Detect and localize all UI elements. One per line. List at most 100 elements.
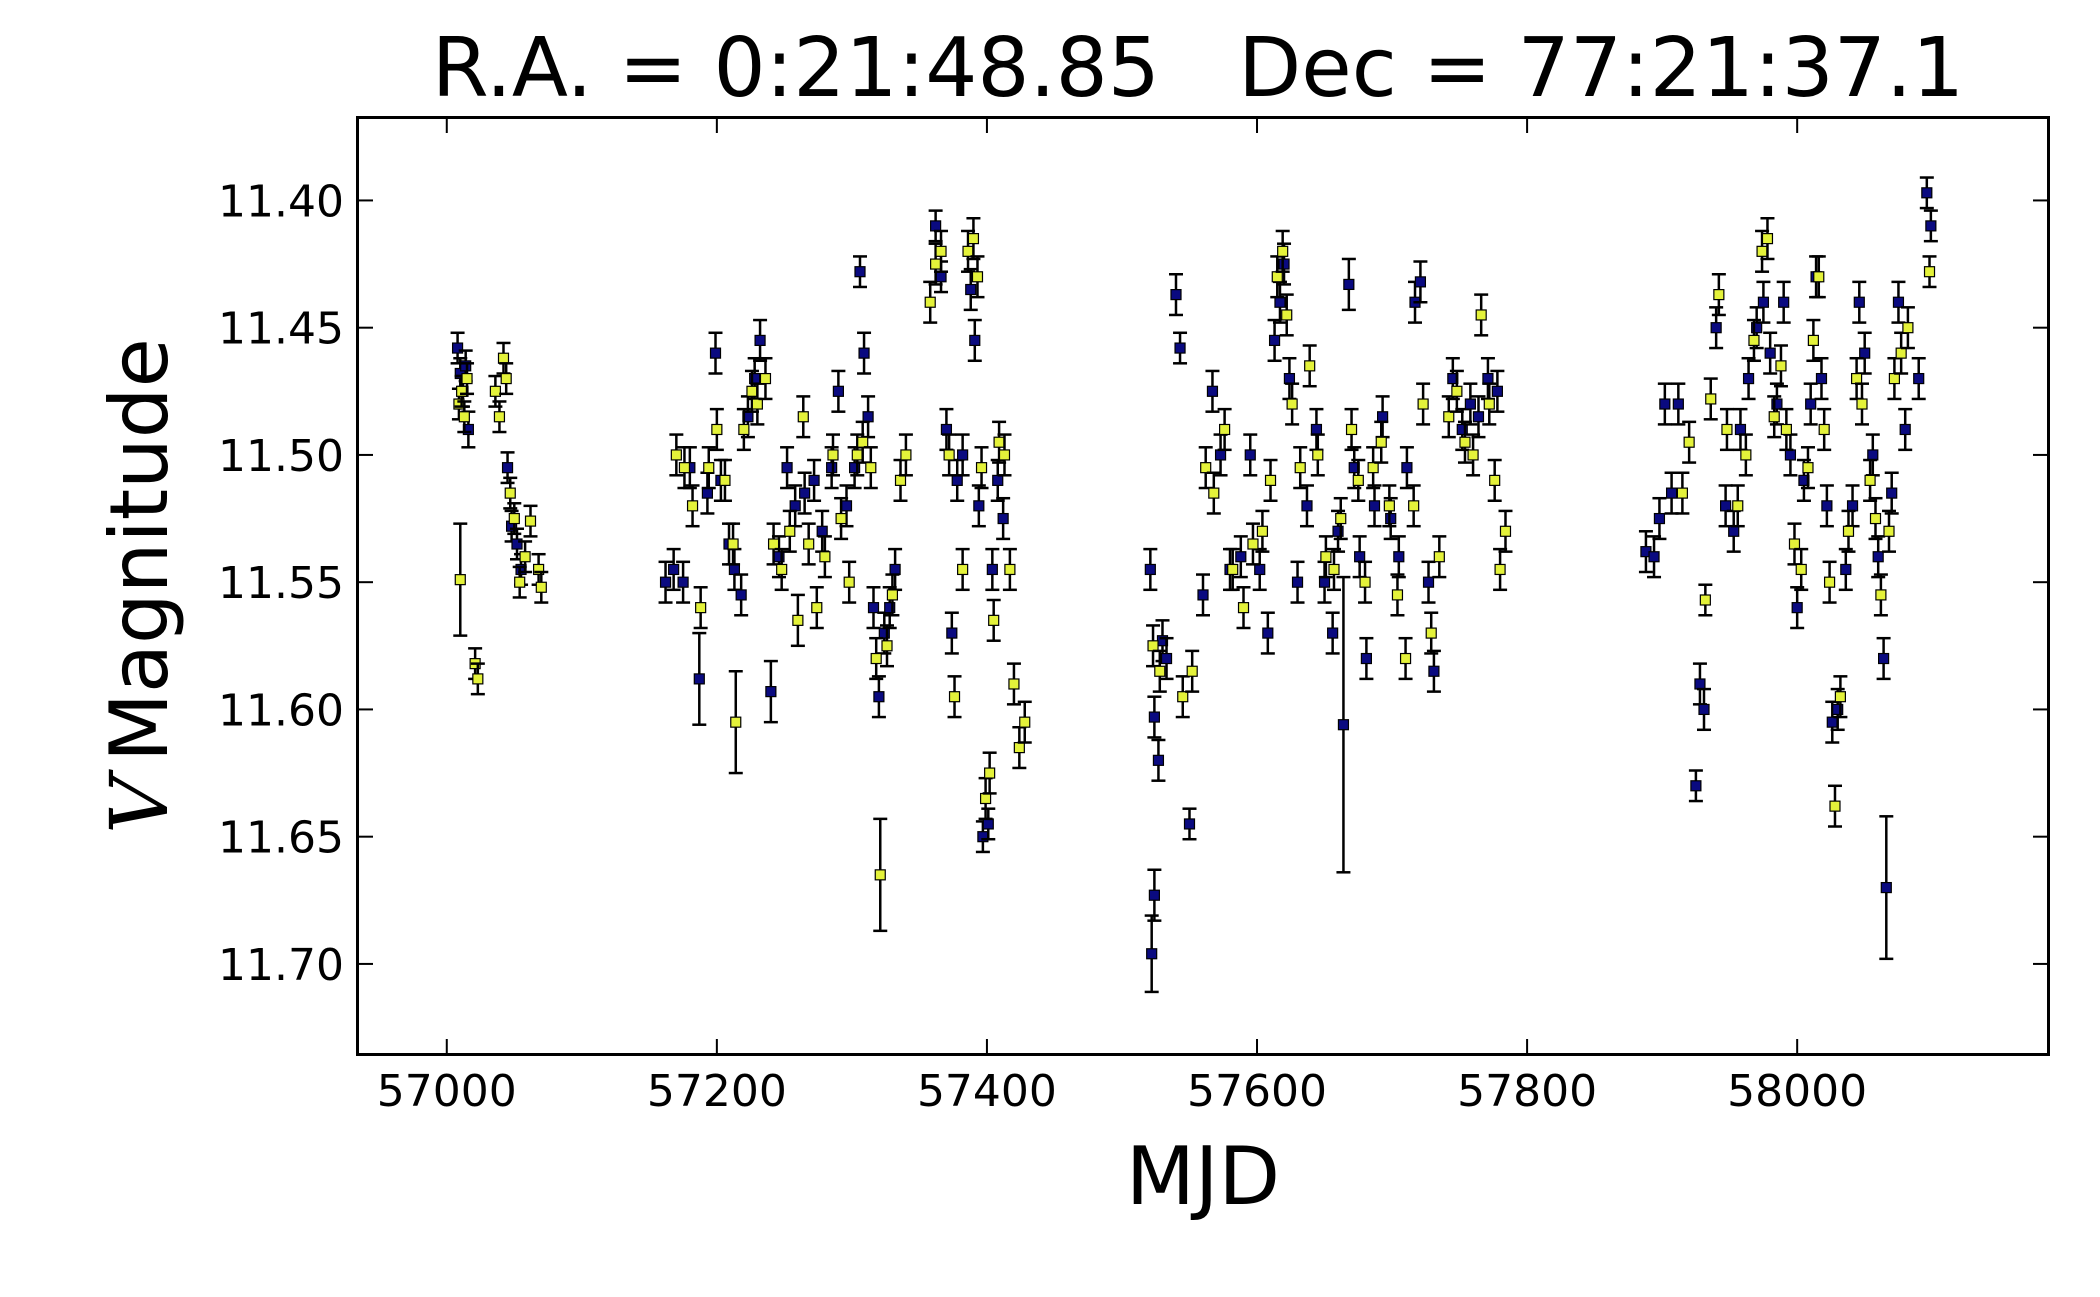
data-point xyxy=(1174,342,1186,354)
data-point xyxy=(1264,474,1277,486)
data-point xyxy=(886,589,899,601)
data-point xyxy=(1690,780,1702,792)
data-point xyxy=(1283,372,1296,385)
data-point xyxy=(1401,462,1413,474)
data-point xyxy=(1414,276,1427,288)
data-point xyxy=(997,512,1009,525)
data-point xyxy=(1391,589,1404,601)
data-point xyxy=(1383,500,1395,512)
data-point xyxy=(472,673,484,685)
data-point xyxy=(1788,538,1801,550)
y-tick-label: 11.70 xyxy=(218,940,344,991)
data-point xyxy=(1301,500,1313,512)
data-point xyxy=(826,462,838,474)
data-point xyxy=(754,334,766,347)
data-point xyxy=(797,411,809,423)
data-point xyxy=(776,563,788,576)
data-point xyxy=(1422,576,1435,588)
data-point xyxy=(894,474,907,486)
data-point xyxy=(1456,423,1468,436)
data-point xyxy=(735,589,747,601)
data-point xyxy=(1399,652,1412,665)
data-point xyxy=(1286,398,1298,410)
data-point xyxy=(719,474,731,486)
data-point xyxy=(1327,627,1339,639)
data-point xyxy=(1778,296,1790,308)
data-point xyxy=(1742,372,1755,385)
data-point xyxy=(1826,716,1838,728)
data-point xyxy=(982,818,994,830)
data-point xyxy=(1144,563,1156,576)
data-point xyxy=(1433,551,1445,563)
data-point xyxy=(1815,372,1828,385)
data-point xyxy=(730,716,742,728)
data-point xyxy=(1859,347,1871,359)
data-point xyxy=(1219,423,1231,436)
data-point xyxy=(1147,640,1159,652)
data-point xyxy=(1832,703,1844,716)
data-point xyxy=(1483,398,1495,410)
data-point xyxy=(1791,602,1803,614)
y-tick-label: 11.40 xyxy=(218,176,344,227)
x-tick-label: 58000 xyxy=(1727,1066,1867,1117)
data-point xyxy=(1345,423,1358,436)
data-point xyxy=(975,462,988,474)
data-point xyxy=(767,538,780,550)
data-point xyxy=(992,474,1004,486)
data-point xyxy=(1892,296,1905,308)
data-point xyxy=(1842,525,1855,537)
data-point xyxy=(971,271,984,283)
data-point xyxy=(789,500,801,512)
data-point xyxy=(1208,487,1220,499)
data-point xyxy=(451,342,464,354)
y-axis: 11.40 11.45 11.50 11.55 11.60 11.65 11.70 xyxy=(218,176,2047,991)
data-point xyxy=(1170,289,1182,301)
data-point xyxy=(1235,551,1247,563)
data-point xyxy=(1840,563,1852,576)
data-point xyxy=(1186,665,1198,677)
data-point xyxy=(1834,691,1846,703)
data-point xyxy=(701,487,714,499)
data-point xyxy=(1244,449,1256,461)
data-point xyxy=(962,245,974,257)
y-tick-label: 11.65 xyxy=(218,813,344,864)
data-point xyxy=(1385,512,1397,525)
data-point xyxy=(500,372,512,385)
data-point xyxy=(819,551,831,563)
data-point xyxy=(1008,678,1020,690)
data-point xyxy=(1148,711,1160,723)
data-point xyxy=(851,449,863,461)
data-point xyxy=(1875,589,1887,601)
data-point xyxy=(1784,449,1797,461)
data-point xyxy=(816,525,828,537)
data-point xyxy=(1320,551,1332,563)
data-point xyxy=(1805,398,1817,410)
data-point xyxy=(1494,563,1506,576)
data-point xyxy=(738,423,750,436)
data-point xyxy=(1337,719,1350,731)
data-point xyxy=(1472,411,1485,423)
data-point xyxy=(873,691,885,703)
data-point xyxy=(965,283,977,296)
data-point xyxy=(1872,551,1884,563)
data-point xyxy=(957,563,969,576)
data-point xyxy=(1694,678,1706,690)
data-point xyxy=(1354,551,1366,563)
data-point xyxy=(1895,347,1907,359)
data-point xyxy=(1768,411,1780,423)
data-point xyxy=(1482,372,1494,385)
data-point xyxy=(1328,563,1340,576)
data-point xyxy=(969,334,981,347)
x-tick-label: 57400 xyxy=(917,1066,1057,1117)
data-point xyxy=(1475,309,1487,321)
data-point xyxy=(1864,474,1876,486)
y-tick-label: 11.50 xyxy=(218,431,344,482)
data-point xyxy=(703,462,715,474)
data-point xyxy=(1880,881,1892,894)
data-point xyxy=(1227,563,1239,576)
data-point xyxy=(765,686,777,698)
data-point xyxy=(1360,652,1372,665)
data-point xyxy=(984,767,996,779)
data-point xyxy=(1367,462,1379,474)
